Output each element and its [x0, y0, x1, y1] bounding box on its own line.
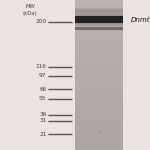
Text: 31: 31: [39, 118, 46, 123]
Bar: [75, 120, 123, 124]
Text: 97: 97: [39, 73, 46, 78]
Text: 200: 200: [35, 19, 46, 24]
Text: 36: 36: [39, 112, 46, 117]
Bar: [75, 23, 123, 25]
Bar: [75, 8, 123, 10]
Bar: [75, 131, 123, 135]
Bar: [75, 13, 123, 14]
Bar: [75, 139, 123, 142]
Bar: [75, 14, 123, 15]
Bar: [75, 79, 123, 82]
Bar: [75, 56, 123, 60]
Bar: [75, 86, 123, 90]
Bar: [75, 26, 123, 27]
Bar: [75, 142, 123, 146]
Bar: [75, 38, 123, 41]
Bar: [75, 101, 123, 105]
Text: Dnmt1: Dnmt1: [130, 17, 150, 23]
Bar: [75, 60, 123, 64]
Bar: [75, 112, 123, 116]
Bar: [75, 105, 123, 109]
Bar: [75, 11, 123, 15]
Bar: [75, 109, 123, 112]
Bar: [75, 24, 123, 26]
Bar: [75, 98, 123, 101]
Bar: [75, 11, 123, 12]
Bar: [75, 22, 123, 26]
Bar: [75, 68, 123, 71]
Bar: [75, 22, 123, 24]
Bar: [75, 19, 123, 22]
Bar: [75, 71, 123, 75]
Bar: [75, 94, 123, 98]
Bar: [75, 15, 123, 19]
Text: 21: 21: [39, 132, 46, 137]
Bar: [75, 41, 123, 45]
Bar: [75, 52, 123, 56]
Bar: [75, 25, 123, 26]
Bar: [75, 64, 123, 68]
Text: MW
(kDa): MW (kDa): [23, 4, 37, 16]
Bar: [75, 15, 123, 16]
Bar: [75, 90, 123, 94]
Bar: [75, 11, 123, 13]
Bar: [75, 45, 123, 49]
Bar: [75, 49, 123, 52]
Bar: [75, 30, 123, 34]
Bar: [75, 135, 123, 139]
Text: 116: 116: [36, 64, 46, 69]
Bar: [75, 146, 123, 150]
Bar: [75, 116, 123, 120]
Bar: [75, 16, 123, 23]
Bar: [75, 34, 123, 38]
Text: 66: 66: [39, 87, 46, 92]
Bar: [75, 7, 123, 9]
Bar: [75, 27, 123, 30]
Bar: [75, 75, 123, 79]
Bar: [75, 82, 123, 86]
Bar: [75, 9, 123, 11]
Text: 55: 55: [39, 96, 46, 102]
Bar: [75, 4, 123, 8]
Bar: [75, 128, 123, 131]
Bar: [75, 124, 123, 128]
Bar: [75, 0, 123, 4]
Bar: [75, 26, 123, 30]
Bar: [75, 8, 123, 11]
Bar: [75, 0, 123, 150]
